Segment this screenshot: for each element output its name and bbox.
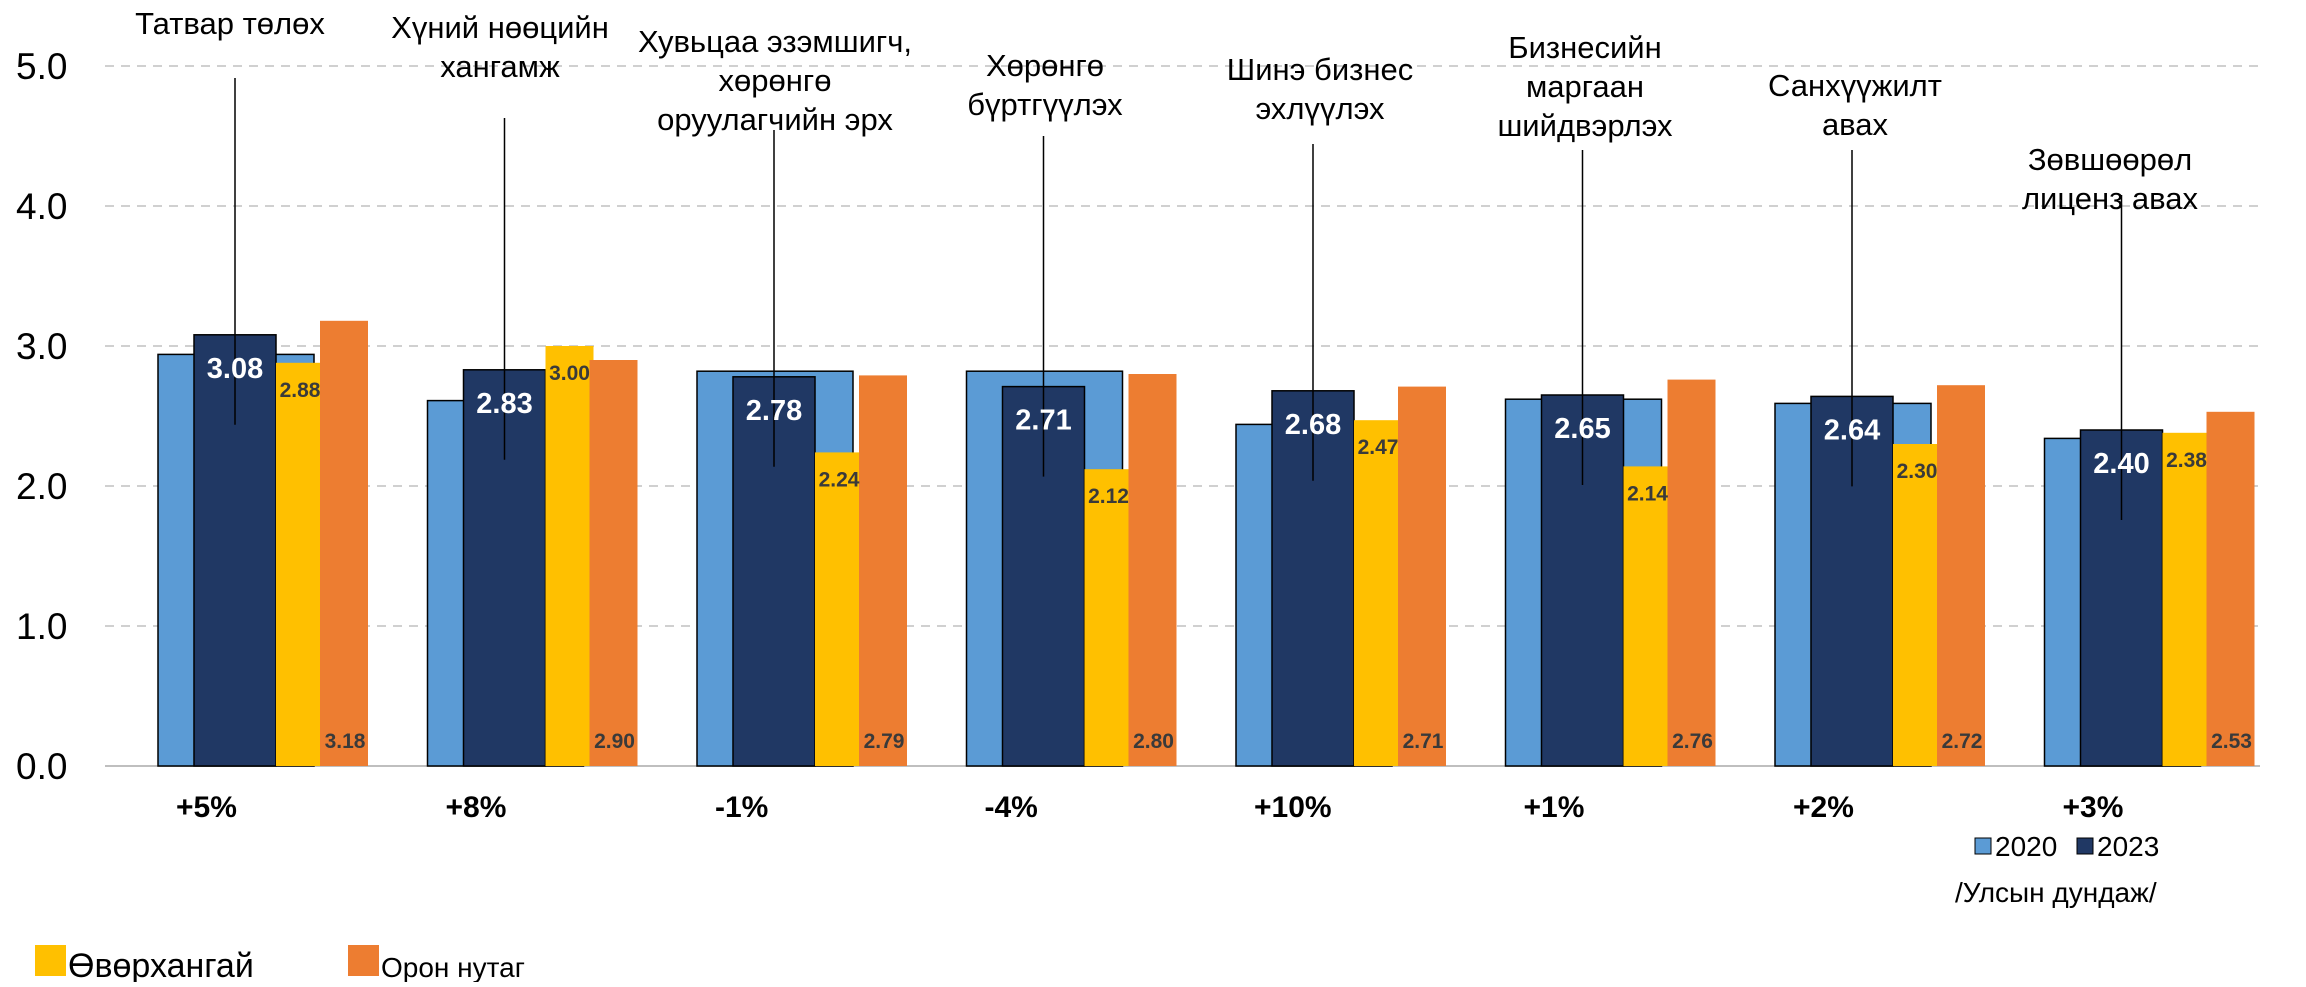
- bar-region: [276, 362, 324, 766]
- category-label: Зөвшөөрөл: [2028, 142, 2192, 177]
- value-label-2023: 2.64: [1824, 414, 1880, 446]
- legend-swatch-2023: [2076, 837, 2094, 855]
- bar-region: [1354, 420, 1402, 766]
- bar-local: [859, 375, 907, 766]
- bar-region: [1893, 444, 1941, 766]
- value-label-local: 2.53: [2211, 730, 2252, 753]
- value-label-2023: 2.78: [746, 395, 802, 427]
- legend-swatch-region: [35, 945, 66, 976]
- y-tick-label: 1.0: [16, 606, 67, 647]
- category-label: хангамж: [440, 49, 560, 84]
- bar-region: [1623, 466, 1672, 766]
- change-label: +2%: [1793, 791, 1854, 824]
- change-label: +3%: [2063, 791, 2124, 824]
- bar-local: [589, 360, 638, 766]
- change-label: +1%: [1524, 791, 1585, 824]
- category-label: Хөрөнгө: [986, 48, 1104, 83]
- value-label-local: 3.18: [325, 730, 366, 753]
- y-tick-label: 3.0: [16, 326, 67, 367]
- category-label: хөрөнгө: [719, 63, 832, 98]
- category-label: лиценз авах: [2022, 181, 2199, 216]
- change-label: +8%: [446, 791, 507, 824]
- category-label: Хүний нөөцийн: [391, 10, 609, 45]
- change-label: +5%: [176, 791, 237, 824]
- value-label-local: 2.76: [1672, 730, 1713, 753]
- bar-local: [1128, 374, 1177, 766]
- y-tick-label: 0.0: [16, 746, 67, 787]
- value-label-region: 2.14: [1627, 482, 1668, 505]
- legend-label-region: Өвөрхангай: [68, 947, 254, 982]
- value-label-region: 3.00: [549, 362, 590, 385]
- bar-local: [1667, 379, 1716, 766]
- value-label-2023: 2.71: [1015, 405, 1071, 437]
- bar-region: [815, 452, 863, 766]
- value-label-local: 2.90: [594, 730, 635, 753]
- category-label: Хувьцаа эзэмшигч,: [638, 24, 912, 59]
- value-label-local: 2.72: [1942, 730, 1983, 753]
- value-label-region: 2.88: [280, 379, 321, 402]
- value-label-2023: 3.08: [207, 353, 263, 385]
- y-tick-label: 4.0: [16, 186, 67, 227]
- legend-label-local: Орон нутаг: [381, 952, 525, 982]
- category-label: Татвар төлөх: [135, 6, 325, 41]
- value-label-local: 2.80: [1133, 730, 1174, 753]
- value-label-region: 2.47: [1358, 436, 1399, 459]
- legend-label-2023: 2023: [2097, 831, 2159, 862]
- legend-swatch-2020: [1974, 837, 1992, 855]
- value-label-region: 2.30: [1897, 460, 1938, 483]
- bar-local: [2206, 411, 2255, 766]
- category-label: маргаан: [1526, 69, 1644, 104]
- legend-label-2020: 2020: [1995, 831, 2057, 862]
- bar-local: [1398, 386, 1446, 766]
- category-label: Шинэ бизнес: [1227, 52, 1413, 87]
- y-tick-label: 2.0: [16, 466, 67, 507]
- y-tick-label: 5.0: [16, 46, 67, 87]
- category-label: шийдвэрлэх: [1497, 108, 1673, 143]
- category-label: эхлүүлэх: [1255, 91, 1385, 126]
- value-label-2023: 2.68: [1285, 409, 1341, 441]
- bar-region: [2162, 432, 2211, 766]
- change-label: -4%: [985, 791, 1038, 824]
- bar-region: [1084, 469, 1133, 766]
- change-label: -1%: [715, 791, 768, 824]
- category-label: оруулагчийн эрх: [657, 102, 893, 137]
- value-label-2023: 2.65: [1554, 413, 1610, 445]
- bar-local: [320, 320, 368, 766]
- category-label: Бизнесийн: [1508, 30, 1662, 65]
- value-label-region: 2.38: [2166, 449, 2207, 472]
- category-label: Санхүүжилт: [1768, 68, 1942, 103]
- bar-region: [545, 346, 594, 766]
- category-label: бүртгүүлэх: [967, 87, 1123, 122]
- value-label-local: 2.71: [1403, 730, 1444, 753]
- legend-swatch-local: [348, 945, 379, 976]
- category-label: авах: [1822, 107, 1889, 142]
- value-label-2023: 2.40: [2093, 448, 2149, 480]
- value-label-region: 2.12: [1088, 485, 1129, 508]
- bar-local: [1937, 385, 1985, 766]
- change-label: +10%: [1254, 791, 1332, 824]
- value-label-2023: 2.83: [476, 388, 532, 420]
- legend-caption-national: /Улсын дундаж/: [1955, 877, 2157, 908]
- value-label-region: 2.24: [819, 468, 860, 491]
- value-label-local: 2.79: [864, 730, 905, 753]
